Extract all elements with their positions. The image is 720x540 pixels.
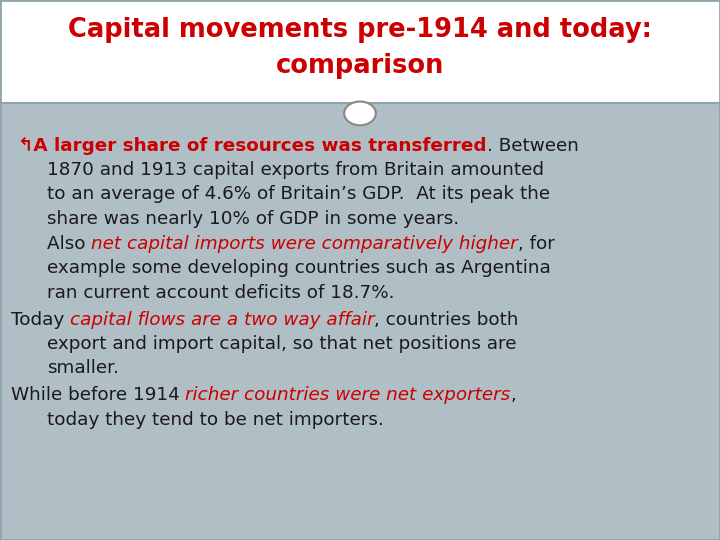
Text: , for: , for — [518, 235, 554, 253]
Text: comparison: comparison — [276, 53, 444, 79]
Text: capital flows are a two way affair: capital flows are a two way affair — [70, 310, 374, 329]
Text: share was nearly 10% of GDP in some years.: share was nearly 10% of GDP in some year… — [47, 210, 459, 228]
Text: export and import capital, so that net positions are: export and import capital, so that net p… — [47, 335, 516, 353]
Text: richer countries were net exporters: richer countries were net exporters — [186, 386, 510, 404]
Bar — [0, 0, 720, 103]
Text: smaller.: smaller. — [47, 359, 119, 377]
Text: to an average of 4.6% of Britain’s GDP.  At its peak the: to an average of 4.6% of Britain’s GDP. … — [47, 185, 550, 204]
Text: example some developing countries such as Argentina: example some developing countries such a… — [47, 259, 551, 278]
Text: ran current account deficits of 18.7%.: ran current account deficits of 18.7%. — [47, 284, 395, 302]
Text: net capital imports were comparatively higher: net capital imports were comparatively h… — [91, 235, 518, 253]
Text: , countries both: , countries both — [374, 310, 519, 329]
Circle shape — [344, 102, 376, 125]
Text: ,: , — [510, 386, 516, 404]
Text: While before 1914: While before 1914 — [11, 386, 186, 404]
Text: 1870 and 1913 capital exports from Britain amounted: 1870 and 1913 capital exports from Brita… — [47, 161, 544, 179]
Text: today they tend to be net importers.: today they tend to be net importers. — [47, 410, 384, 429]
Text: . Between: . Between — [487, 137, 578, 155]
Text: Today: Today — [11, 310, 70, 329]
Text: ↰A larger share of resources was transferred: ↰A larger share of resources was transfe… — [18, 137, 487, 155]
Text: Capital movements pre-1914 and today:: Capital movements pre-1914 and today: — [68, 17, 652, 43]
Text: Also: Also — [47, 235, 91, 253]
